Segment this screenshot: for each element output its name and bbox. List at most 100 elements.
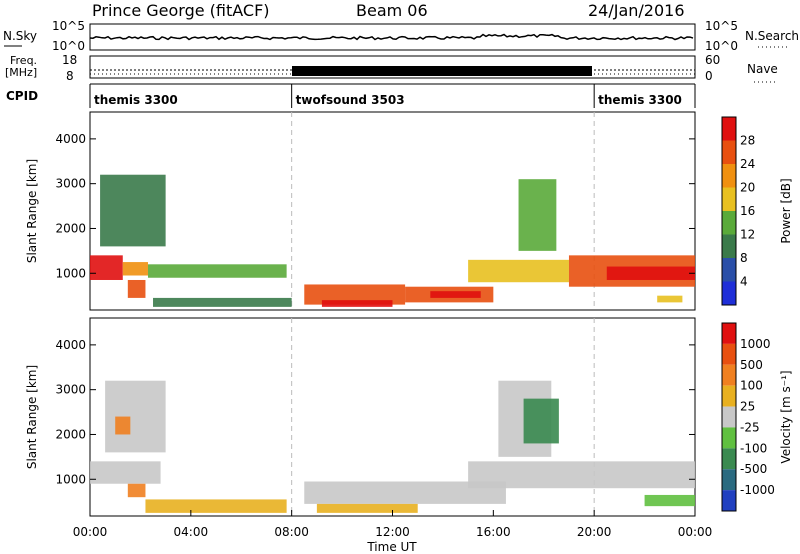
freq-unit-label: [MHz] [5,66,37,79]
nsky-label: N.Sky [3,29,37,43]
data-band [105,380,166,453]
data-band [90,255,123,280]
colorbar-swatch [722,234,736,258]
colorbar-tick-label: 28 [740,134,755,148]
y-tick-label: 4000 [55,338,86,352]
colorbar-swatch [722,364,736,386]
date-label: 24/Jan/2016 [588,1,685,20]
y-tick-label: 3000 [55,383,86,397]
x-tick-label: 04:00 [174,525,209,539]
colorbar-tick-label: -1000 [740,483,775,497]
x-tick-label: 16:00 [476,525,511,539]
colorbar-swatch [722,211,736,235]
nsky-tick-top: 10^5 [52,19,85,33]
freq-label: Freq. [10,54,37,67]
colorbar-tick-label: 4 [740,275,748,289]
colorbar-frame [721,116,737,306]
nave-tick-bottom: 0 [705,69,713,83]
sky-panel-frame [89,23,696,51]
colorbar-swatch [722,140,736,164]
x-tick-label: 00:00 [73,525,108,539]
cpid-mode-label: twofsound 3503 [296,93,405,107]
data-band [657,295,683,303]
y-tick-label: 1000 [55,472,86,486]
colorbar-swatch [722,385,736,407]
data-band [145,499,287,513]
data-band [127,279,146,298]
y-axis-label: Slant Range [km] [25,159,39,263]
colorbar-swatch [722,343,736,365]
data-band [606,266,695,280]
nsearch-tick-bottom: 10^0 [705,39,738,53]
station-title: Prince George (fitACF) [92,1,270,20]
data-band [316,503,418,513]
colorbar-tick-label: -500 [740,462,767,476]
colorbar-swatch [722,427,736,449]
nsky-tick-bottom: 10^0 [52,39,85,53]
data-band [430,291,481,298]
colorbar-swatch [722,469,736,491]
data-band [304,284,406,305]
data-band [304,481,506,504]
colorbar-swatch [722,490,736,511]
y-tick-label: 1000 [55,266,86,280]
colorbar-swatch [722,164,736,188]
x-tick-label: 00:00 [678,525,713,539]
colorbar-frame [721,322,737,512]
cpid-label: CPID [6,89,38,103]
data-band [321,300,393,307]
nsky-series [89,33,694,41]
colorbar-tick-label: 12 [740,228,755,242]
colorbar-swatch [722,258,736,282]
freq-panel-frame [89,55,696,79]
y-tick-label: 2000 [55,427,86,441]
y-axis-label: Slant Range [km] [25,365,39,469]
x-tick-label: 20:00 [577,525,612,539]
nave-tick-top: 60 [705,53,720,67]
data-band [115,416,131,435]
data-band [518,179,557,251]
colorbar-tick-label: 500 [740,358,763,372]
data-band [523,398,559,444]
x-axis-label: Time UT [366,540,417,554]
colorbar-swatch [722,323,736,344]
colorbar-tick-label: -25 [740,420,760,434]
colorbar-swatch [722,187,736,211]
y-tick-label: 2000 [55,221,86,235]
colorbar-swatch [722,117,736,141]
colorbar-swatch [722,281,736,305]
nave-label: Nave [747,62,778,76]
nsearch-tick-top: 10^5 [705,19,738,33]
y-tick-label: 4000 [55,132,86,146]
x-tick-label: 12:00 [375,525,410,539]
freq-tick-top: 18 [62,53,77,67]
colorbar-tick-label: 16 [740,204,755,218]
colorbar-swatch [722,448,736,470]
data-band [153,297,292,307]
colorbar-label: Power [dB] [779,178,793,243]
colorbar-tick-label: 24 [740,157,755,171]
colorbar-label: Velocity [m s⁻¹] [779,370,793,463]
nsearch-label: N.Search [745,29,799,43]
cpid-mode-label: themis 3300 [598,93,682,107]
colorbar-tick-label: 100 [740,379,763,393]
colorbar-tick-label: 1000 [740,337,771,351]
cpid-mode-label: themis 3300 [94,93,178,107]
data-band [468,461,695,489]
x-tick-label: 08:00 [274,525,309,539]
data-band [122,262,148,276]
data-band [90,461,161,484]
colorbar-swatch [722,406,736,428]
data-band [468,259,569,283]
colorbar-tick-label: 8 [740,251,748,265]
colorbar-tick-label: 25 [740,400,755,414]
twofsound-freq-block [292,66,592,76]
colorbar-tick-label: 20 [740,181,755,195]
data-band [147,264,287,278]
data-band [100,174,166,247]
data-band [127,483,146,498]
colorbar-tick-label: -100 [740,441,767,455]
beam-label: Beam 06 [356,1,428,20]
freq-tick-bottom: 8 [66,69,74,83]
